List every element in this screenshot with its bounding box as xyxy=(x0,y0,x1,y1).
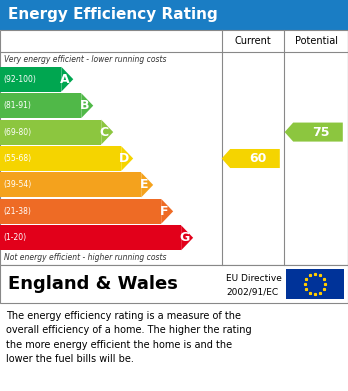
Text: F: F xyxy=(160,205,168,218)
Text: Not energy efficient - higher running costs: Not energy efficient - higher running co… xyxy=(4,253,166,262)
Bar xyxy=(0,172,141,197)
Text: (1-20): (1-20) xyxy=(3,233,26,242)
Text: (92-100): (92-100) xyxy=(3,75,36,84)
Bar xyxy=(286,269,344,299)
Bar xyxy=(0,0,348,30)
Polygon shape xyxy=(161,199,173,224)
Bar xyxy=(0,146,121,171)
Text: Energy Efficiency Rating: Energy Efficiency Rating xyxy=(8,7,218,23)
Text: EU Directive: EU Directive xyxy=(226,274,282,283)
Text: (55-68): (55-68) xyxy=(3,154,31,163)
Polygon shape xyxy=(222,149,280,168)
Polygon shape xyxy=(121,146,133,171)
Text: (39-54): (39-54) xyxy=(3,180,31,189)
Text: Very energy efficient - lower running costs: Very energy efficient - lower running co… xyxy=(4,54,166,63)
Text: D: D xyxy=(119,152,129,165)
Text: (81-91): (81-91) xyxy=(3,101,31,110)
Bar xyxy=(0,67,61,91)
Text: Potential: Potential xyxy=(294,36,338,46)
Polygon shape xyxy=(181,225,193,250)
Text: England & Wales: England & Wales xyxy=(8,275,178,293)
Text: 2002/91/EC: 2002/91/EC xyxy=(226,287,278,296)
Text: E: E xyxy=(140,178,149,192)
Text: 60: 60 xyxy=(249,152,266,165)
Text: B: B xyxy=(79,99,89,112)
Text: G: G xyxy=(179,231,189,244)
Bar xyxy=(0,225,181,250)
Text: 75: 75 xyxy=(312,126,329,138)
Polygon shape xyxy=(81,93,93,118)
Text: (21-38): (21-38) xyxy=(3,207,31,216)
Bar xyxy=(0,265,348,303)
Bar xyxy=(0,120,101,145)
Text: Current: Current xyxy=(235,36,271,46)
Polygon shape xyxy=(101,120,113,145)
Polygon shape xyxy=(61,67,73,91)
Bar xyxy=(0,93,81,118)
Text: (69-80): (69-80) xyxy=(3,127,31,136)
Text: The energy efficiency rating is a measure of the
overall efficiency of a home. T: The energy efficiency rating is a measur… xyxy=(6,311,252,364)
Polygon shape xyxy=(141,172,153,197)
Bar xyxy=(0,199,161,224)
Bar xyxy=(0,30,348,265)
Text: C: C xyxy=(100,126,109,138)
Text: A: A xyxy=(60,73,69,86)
Polygon shape xyxy=(285,122,343,142)
